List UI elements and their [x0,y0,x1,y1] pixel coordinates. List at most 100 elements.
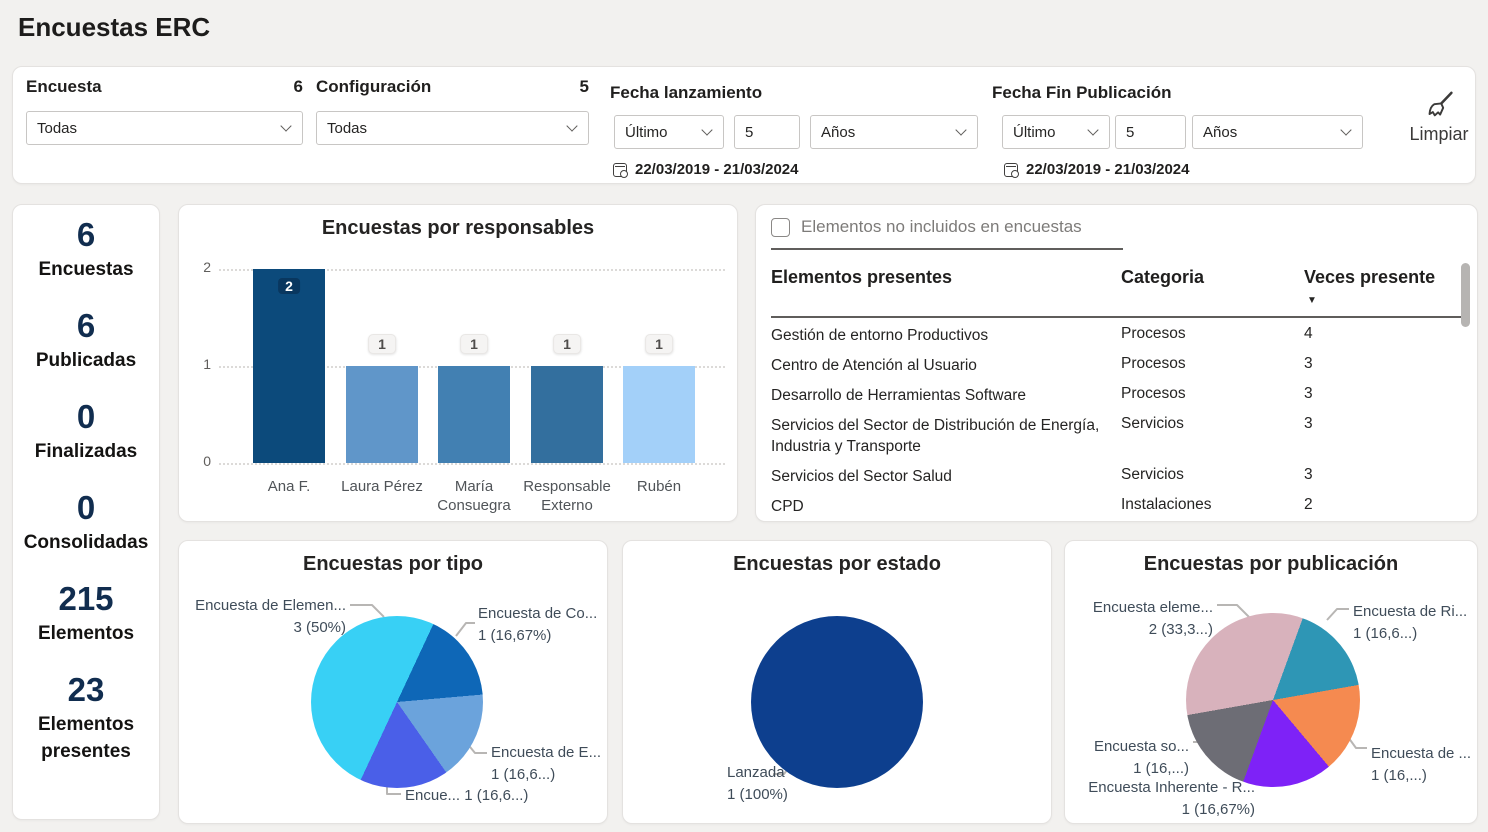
cell-categoria: Procesos [1121,324,1186,342]
sort-descending-icon[interactable]: ▼ [1307,295,1317,306]
fecha-fin-range-text: 22/03/2019 - 21/03/2024 [1026,161,1190,178]
calendar-icon [613,162,628,178]
cell-elemento: Servicios del Sector Salud [771,467,952,485]
kpi-item: 6 Publicadas [36,304,136,374]
pie-encuestas-por-estado[interactable] [751,616,923,788]
toggle-checkbox[interactable] [771,217,790,237]
table-scrollbar[interactable] [1461,263,1470,327]
fecha-lanzamiento-period-dropdown[interactable]: Último [614,115,724,149]
clear-filters-button[interactable]: Limpiar [1398,89,1480,145]
kpi-label: Encuestas [38,259,134,280]
pie-encuestas-por-publicacion[interactable] [1186,613,1360,787]
bar-responsable-externo[interactable] [531,366,603,463]
clear-filters-label: Limpiar [1409,124,1469,144]
fecha-fin-amount-input[interactable]: 5 [1115,115,1186,149]
column-header-veces[interactable]: Veces presente [1304,267,1436,287]
fecha-fin-period-dropdown[interactable]: Último [1002,115,1110,149]
fecha-fin-label: Fecha Fin Publicación [992,83,1172,102]
table-row[interactable]: Servicios del Sector Salud Servicios 3 [771,461,1463,491]
encuesta-filter-header: Encuesta 6 [26,77,303,97]
bar-ana-f-[interactable] [253,269,325,463]
configuracion-filter-header: Configuración 5 [316,77,589,97]
pie-slice-label: Encuesta de ... 1 (16,...) [1371,745,1472,784]
bar-chart-title: Encuestas por responsables [321,217,595,239]
chevron-down-icon [701,124,713,136]
table-row[interactable]: Servicios del Sector de Distribución de … [771,410,1463,461]
kpi-value: 6 [76,216,96,253]
pie-slice-label: Encuesta de Co... 1 (16,67%) [478,605,598,644]
cell-categoria: Procesos [1121,354,1186,372]
bar-mar-a-consuegra[interactable] [438,366,510,463]
bar-value-badge: 1 [645,334,673,354]
kpi-item: 215 Elementos [38,577,134,647]
table-row[interactable]: Gestión de entorno Productivos Procesos 4 [771,320,1463,350]
fecha-fin-unit-value: Años [1203,123,1238,141]
fecha-lanzamiento-range: 22/03/2019 - 21/03/2024 [613,161,798,178]
broom-icon [1428,91,1453,117]
configuracion-dropdown[interactable]: Todas [316,111,589,145]
fecha-lanzamiento-unit-dropdown[interactable]: Años [810,115,978,149]
x-axis-label: Ana F. [267,478,311,495]
cell-elemento: Centro de Atención al Usuario [771,356,977,374]
y-axis-tick: 2 [203,259,211,275]
column-header-elementos[interactable]: Elementos presentes [771,267,953,287]
kpi-label: Publicadas [35,350,137,371]
kpi-item: 0 Finalizadas [35,395,137,465]
encuesta-dropdown[interactable]: Todas [26,111,303,145]
gridline [219,463,725,465]
bar-value-badge: 1 [368,334,396,354]
table-row[interactable]: Desarrollo de Herramientas Software Proce… [771,380,1463,410]
bar-laura-p-rez[interactable] [346,366,418,463]
bar-chart-panel: Encuestas por responsables 0 1 2 2 Ana F. 1 La… [178,204,738,522]
chevron-down-icon [1340,124,1352,136]
cell-veces: 3 [1304,384,1313,402]
pie-encuestas-por-tipo[interactable] [311,616,483,788]
configuracion-filter-label: Configuración [316,77,432,96]
kpi-item: 23 Elementos presentes [17,668,155,765]
table-row[interactable]: CPD Instalaciones 2 [771,491,1463,521]
pie-slice-label: Encuesta de Elemen... 3 (50%) [195,597,346,636]
encuesta-filter-count: 6 [293,77,303,96]
configuracion-filter-count: 5 [579,77,589,96]
kpi-label: Finalizadas [34,441,138,462]
x-axis-label: Responsable Externo [523,478,611,514]
encuesta-filter-label: Encuesta [26,77,102,96]
fecha-fin-amount-value: 5 [1126,123,1135,141]
y-axis-tick: 0 [203,453,211,469]
kpi-label: Consolidadas [23,532,149,553]
pie-slice-label: Encuesta eleme... 2 (33,3...) [1092,599,1213,638]
encuesta-dropdown-value: Todas [37,119,78,137]
chevron-down-icon [280,120,292,132]
chevron-down-icon [1087,124,1099,136]
cell-veces: 4 [1304,324,1313,342]
kpi-item: 0 Consolidadas [24,486,149,556]
fecha-lanzamiento-period-value: Último [625,123,668,141]
table-toggle: Elementos no incluidos en encuestas [771,217,1123,250]
pie-slice-label: Encuesta de E... 1 (16,6...) [491,744,602,783]
column-header-categoria[interactable]: Categoria [1121,267,1205,287]
cell-categoria: Servicios [1121,414,1184,432]
configuracion-dropdown-value: Todas [327,119,368,137]
kpi-label: Elementos [37,623,135,644]
bar-value-label: 2 [278,278,300,294]
pie-publicacion-title: Encuestas por publicación [1143,553,1399,575]
cell-veces: 3 [1304,414,1313,432]
cell-veces: 3 [1304,465,1313,483]
fecha-fin-range: 22/03/2019 - 21/03/2024 [1004,161,1189,178]
pie-slice-label: Encue... 1 (16,6...) [405,787,529,804]
kpi-value: 23 [67,671,105,708]
fecha-fin-unit-dropdown[interactable]: Años [1192,115,1363,149]
table-row[interactable]: Centro de Atención al Usuario Procesos 3 [771,350,1463,380]
kpi-item: 6 Encuestas [38,213,133,283]
kpi-label: Elementos presentes [37,714,135,762]
pie-estado-panel: Encuestas por estado Lanzada 1 (100%) [622,540,1052,824]
pie-slice-label: Encuesta so... 1 (16,...) [1093,738,1189,777]
fecha-lanzamiento-amount-input[interactable]: 5 [734,115,800,149]
kpi-value: 6 [76,307,96,344]
x-axis-label: María Consuegra [437,478,511,514]
bar-rub-n[interactable] [623,366,695,463]
pie-tipo-panel: Encuestas por tipo Encuesta de Elemen...… [178,540,608,824]
pie-estado-title: Encuestas por estado [733,553,941,575]
cell-veces: 2 [1304,495,1313,513]
